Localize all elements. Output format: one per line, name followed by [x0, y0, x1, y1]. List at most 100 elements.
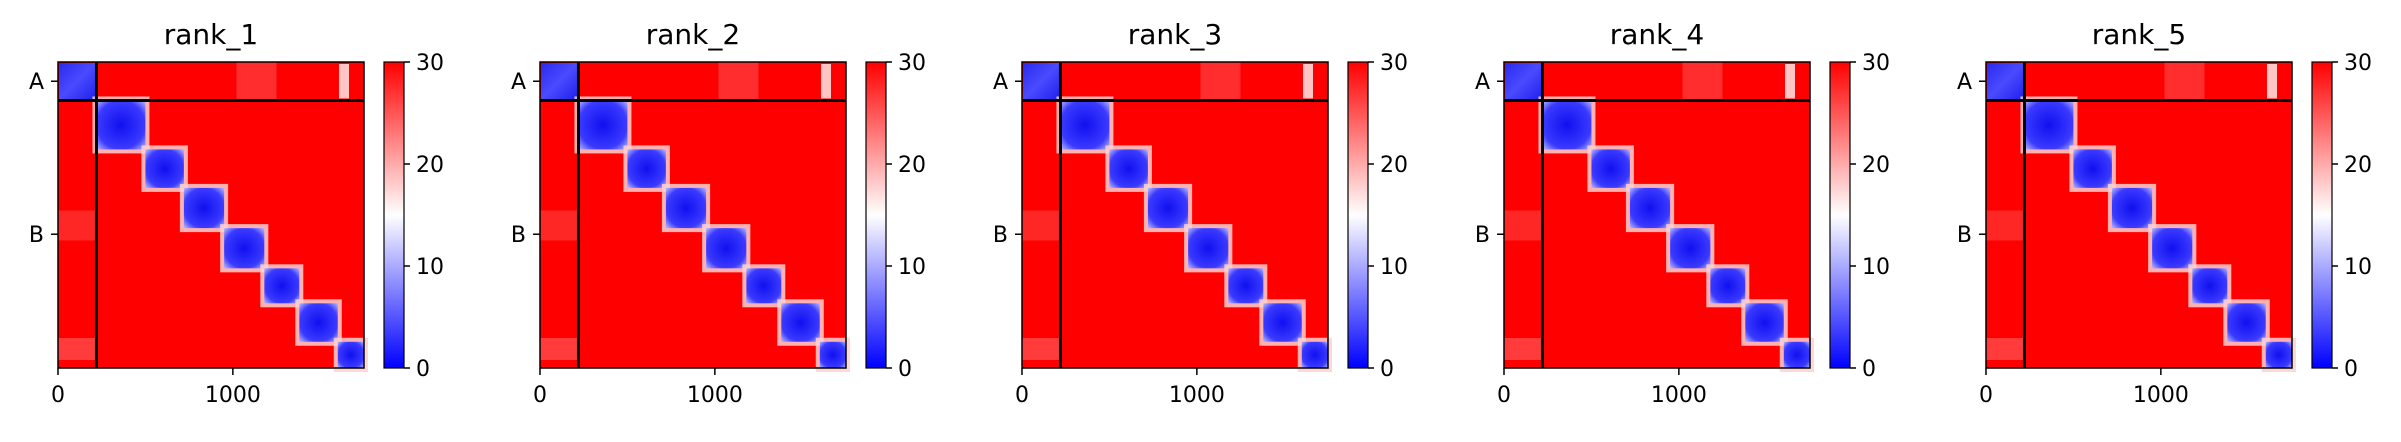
chain-a-block: [1505, 63, 1542, 100]
plot-frame: [539, 61, 847, 369]
colorbar-tick-label: 30: [1862, 51, 1890, 76]
x-tick-label: 1000: [687, 383, 743, 408]
heatmap-texture: [540, 210, 579, 241]
heatmap-texture: [1682, 62, 1723, 101]
colorbar-tick-label: 10: [898, 255, 926, 280]
x-tick-label: 1000: [1169, 383, 1225, 408]
colorbar-tick-label: 0: [416, 357, 430, 382]
domain-block: [1060, 100, 1110, 150]
domain-block: [1228, 268, 1264, 304]
domain-block: [665, 187, 707, 229]
x-tick-label: 0: [1015, 383, 1029, 408]
heatmap-texture: [1986, 210, 2025, 241]
domain-block: [2152, 228, 2193, 269]
y-tick-label: A: [29, 70, 44, 95]
domain-block: [337, 341, 364, 368]
colorbar: [1347, 61, 1369, 369]
domain-block: [1147, 187, 1189, 229]
heatmap-texture: [1022, 338, 1061, 360]
y-tick-label: A: [511, 70, 526, 95]
colorbar: [865, 61, 887, 369]
x-tick-label: 0: [51, 383, 65, 408]
domain-block: [1710, 268, 1746, 304]
heatmap-texture: [236, 62, 277, 101]
colorbar-tick-label: 30: [898, 51, 926, 76]
colorbar-tick-label: 10: [416, 255, 444, 280]
colorbar-tick-label: 10: [1862, 255, 1890, 280]
domain-block: [1783, 341, 1810, 368]
y-tick-label: B: [29, 223, 44, 248]
domain-block: [2192, 268, 2228, 304]
heatmap-texture: [821, 64, 831, 99]
domain-block: [96, 100, 146, 150]
heatmap-texture: [540, 338, 579, 360]
chain-a-block: [1023, 63, 1060, 100]
domain-block: [1629, 187, 1671, 229]
domain-block: [1188, 228, 1229, 269]
y-tick-label: A: [1475, 70, 1490, 95]
domain-block: [746, 268, 782, 304]
x-tick-label: 0: [1979, 383, 1993, 408]
panel-title: rank_3: [1128, 18, 1222, 51]
domain-block: [578, 100, 628, 150]
chain-a-block: [1987, 63, 2024, 100]
heatmap-texture: [58, 338, 97, 360]
domain-block: [2073, 149, 2112, 188]
x-tick-label: 1000: [2133, 383, 2189, 408]
heatmap-texture: [339, 64, 349, 99]
panel-title: rank_4: [1610, 18, 1704, 51]
domain-block: [1745, 303, 1784, 342]
heatmap-panel: rank_5 A B 0 1000 0 10 20 30: [1957, 18, 2372, 408]
colorbar-tick-label: 20: [416, 153, 444, 178]
colorbar: [383, 61, 405, 369]
y-tick-label: A: [993, 70, 1008, 95]
panel-title: rank_1: [164, 18, 258, 51]
plot-frame: [1503, 61, 1811, 369]
colorbar-tick-label: 30: [416, 51, 444, 76]
colorbar-tick-label: 30: [1380, 51, 1408, 76]
domain-block: [1301, 341, 1328, 368]
heatmap-texture: [58, 210, 97, 241]
heatmap-panel: rank_1 A B 0 1000 0 10 20 30: [29, 18, 444, 408]
colorbar-tick-label: 20: [1380, 153, 1408, 178]
domain-block: [1263, 303, 1302, 342]
y-tick-label: B: [1475, 223, 1490, 248]
y-tick-label: B: [511, 223, 526, 248]
colorbar-tick-label: 10: [2344, 255, 2372, 280]
colorbar-tick-label: 20: [898, 153, 926, 178]
domain-block: [781, 303, 820, 342]
x-tick-label: 0: [533, 383, 547, 408]
heatmap-panel: rank_3 A B 0 1000 0 10 20 30: [993, 18, 1408, 408]
x-tick-label: 1000: [205, 383, 261, 408]
domain-block: [1109, 149, 1148, 188]
domain-block: [706, 228, 747, 269]
plot-frame: [1021, 61, 1329, 369]
heatmap-texture: [1303, 64, 1313, 99]
heatmap-texture: [1785, 64, 1795, 99]
domain-block: [2227, 303, 2266, 342]
colorbar-tick-label: 0: [1862, 357, 1876, 382]
chain-a-block: [59, 63, 96, 100]
colorbar-tick-label: 10: [1380, 255, 1408, 280]
heatmap-texture: [1986, 338, 2025, 360]
colorbar-tick-label: 0: [2344, 357, 2358, 382]
colorbar-tick-label: 20: [1862, 153, 1890, 178]
panel-title: rank_2: [646, 18, 740, 51]
domain-block: [145, 149, 184, 188]
heatmap-texture: [718, 62, 759, 101]
colorbar-tick-label: 0: [1380, 357, 1394, 382]
domain-block: [2024, 100, 2074, 150]
x-tick-label: 0: [1497, 383, 1511, 408]
heatmap-texture: [1022, 210, 1061, 241]
colorbar-tick-label: 0: [898, 357, 912, 382]
domain-block: [299, 303, 338, 342]
plot-frame: [57, 61, 365, 369]
colorbar: [1829, 61, 1851, 369]
heatmap-texture: [1200, 62, 1241, 101]
heatmap-texture: [1504, 338, 1543, 360]
heatmap-panel: rank_2 A B 0 1000 0 10 20 30: [511, 18, 926, 408]
chain-a-block: [541, 63, 578, 100]
y-tick-label: B: [993, 223, 1008, 248]
